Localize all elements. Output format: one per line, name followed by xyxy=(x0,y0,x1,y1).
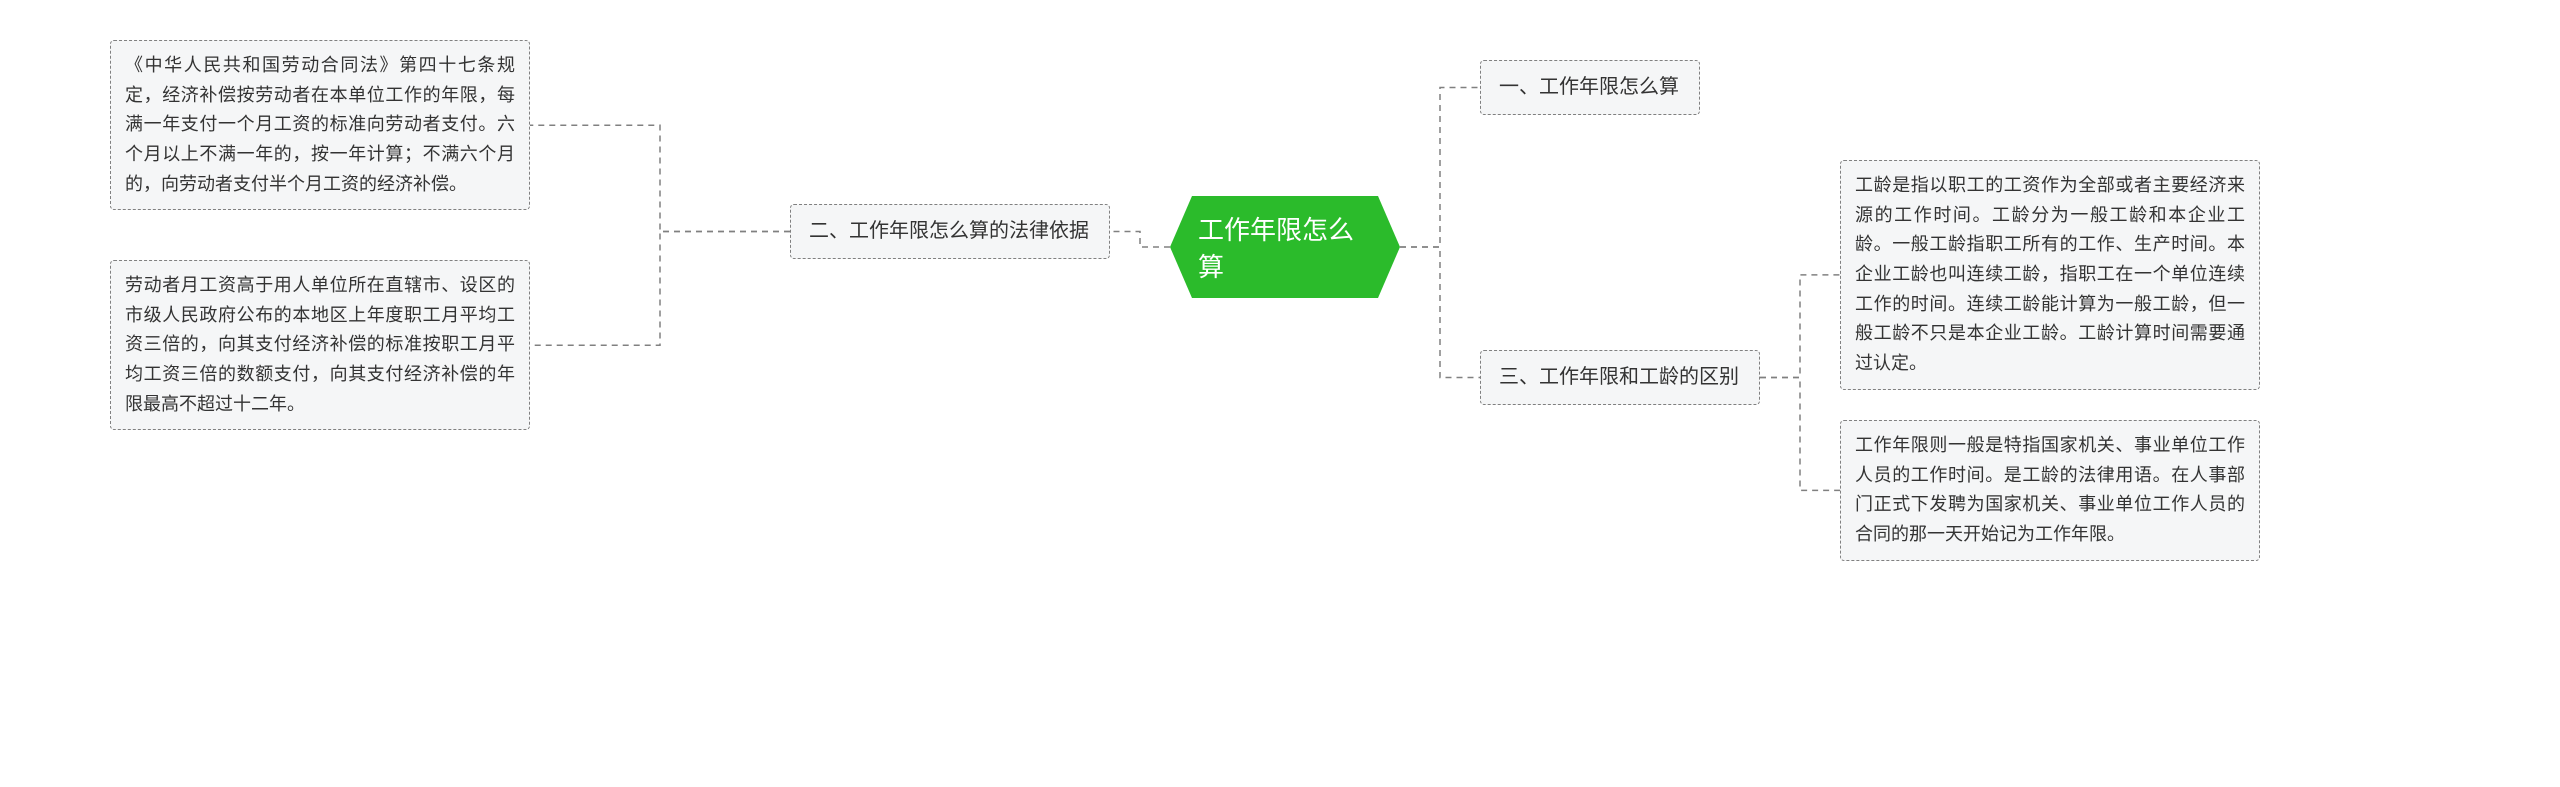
leaf-left-1: 劳动者月工资高于用人单位所在直辖市、设区的市级人民政府公布的本地区上年度职工月平… xyxy=(110,260,530,430)
branch-left: 二、工作年限怎么算的法律依据 xyxy=(790,204,1110,259)
branch-right-top: 一、工作年限怎么算 xyxy=(1480,60,1700,115)
leaf-right-bottom-1: 工作年限则一般是特指国家机关、事业单位工作人员的工作时间。是工龄的法律用语。在人… xyxy=(1840,420,2260,561)
branch-right-bottom: 三、工作年限和工龄的区别 xyxy=(1480,350,1760,405)
mindmap-center-node: 工作年限怎么算 xyxy=(1170,196,1400,298)
leaf-right-bottom-0: 工龄是指以职工的工资作为全部或者主要经济来源的工作时间。工龄分为一般工龄和本企业… xyxy=(1840,160,2260,390)
leaf-left-0: 《中华人民共和国劳动合同法》第四十七条规定，经济补偿按劳动者在本单位工作的年限，… xyxy=(110,40,530,210)
